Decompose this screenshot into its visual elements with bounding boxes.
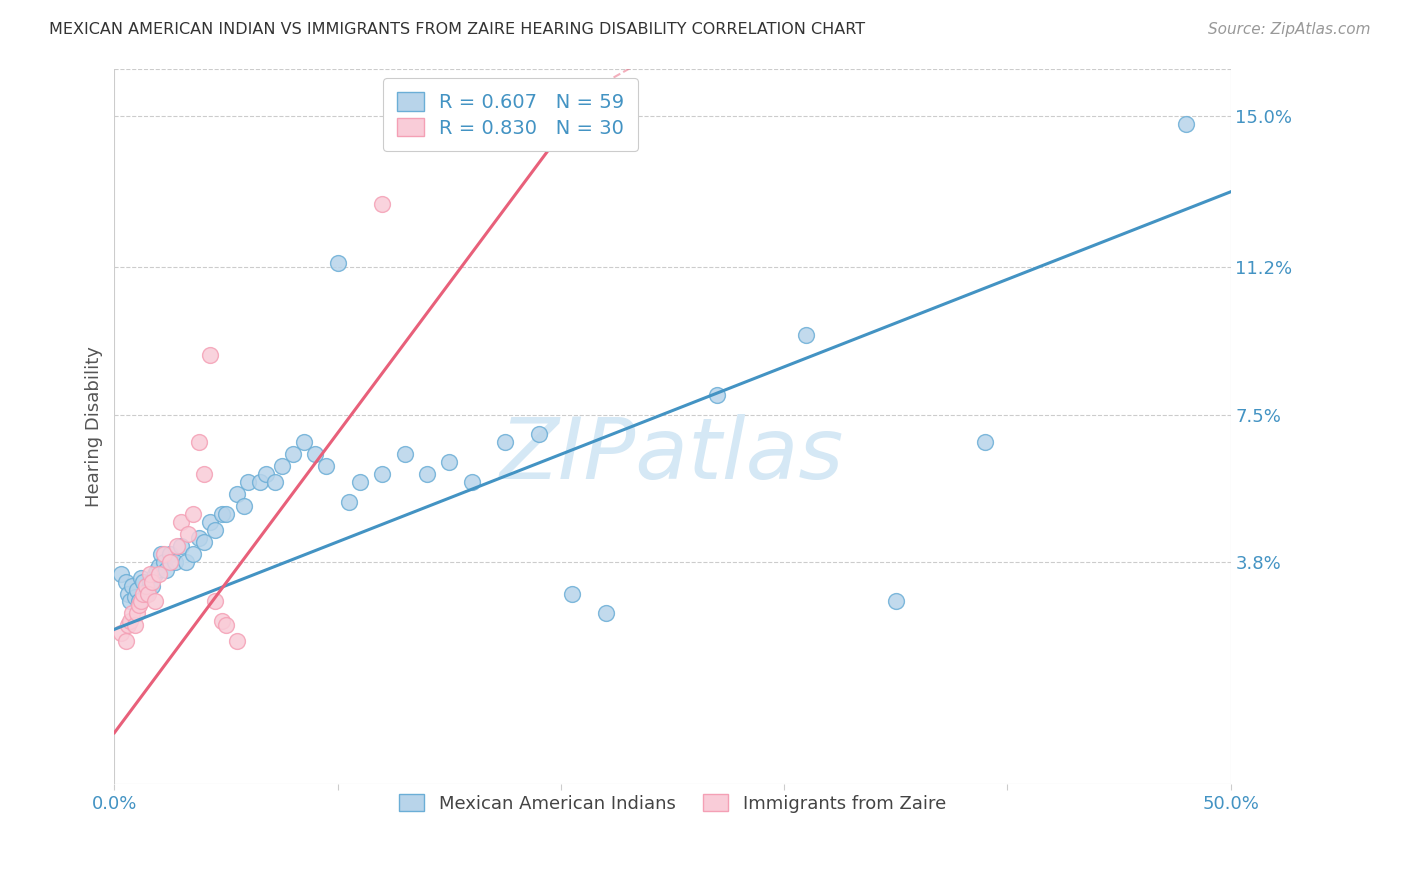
Point [193, 467, 215, 482]
Point [204, 594, 226, 608]
Point [254, 467, 277, 482]
Point [188, 531, 211, 545]
Point [215, 507, 238, 521]
Point [132, 586, 155, 600]
Point [527, 427, 550, 442]
Point [148, 558, 170, 573]
Point [371, 196, 394, 211]
Point [494, 435, 516, 450]
Point [460, 475, 482, 490]
Point [110, 566, 132, 581]
Point [121, 607, 143, 621]
Point [141, 578, 163, 592]
Point [232, 499, 254, 513]
Point [135, 586, 157, 600]
Point [114, 574, 136, 589]
Point [117, 586, 139, 600]
Point [181, 507, 204, 521]
Point [439, 455, 461, 469]
Point [118, 615, 141, 629]
Point [148, 566, 170, 581]
Point [124, 591, 146, 605]
Point [177, 526, 200, 541]
Point [181, 547, 204, 561]
Point [349, 475, 371, 490]
Legend: Mexican American Indians, Immigrants from Zaire: Mexican American Indians, Immigrants fro… [387, 781, 959, 825]
Point [211, 615, 233, 629]
Point [1174, 117, 1197, 131]
Point [125, 607, 148, 621]
Point [249, 475, 271, 490]
Point [595, 607, 617, 621]
Point [315, 459, 337, 474]
Point [146, 563, 169, 577]
Text: ZIPatlas: ZIPatlas [501, 414, 845, 497]
Point [884, 594, 907, 608]
Point [114, 634, 136, 648]
Point [128, 594, 150, 608]
Point [124, 618, 146, 632]
Point [226, 487, 249, 501]
Point [264, 475, 287, 490]
Point [371, 467, 394, 482]
Point [121, 578, 143, 592]
Point [974, 435, 997, 450]
Point [174, 555, 197, 569]
Point [706, 387, 728, 401]
Point [796, 328, 818, 343]
Point [561, 586, 583, 600]
Point [136, 586, 159, 600]
Point [128, 599, 150, 613]
Point [141, 574, 163, 589]
Point [204, 523, 226, 537]
Point [211, 507, 233, 521]
Point [110, 626, 132, 640]
Point [143, 566, 166, 581]
Point [139, 566, 162, 581]
Point [155, 563, 177, 577]
Y-axis label: Hearing Disability: Hearing Disability [86, 346, 103, 507]
Point [337, 495, 360, 509]
Point [292, 435, 315, 450]
Point [159, 547, 181, 561]
Point [226, 634, 249, 648]
Point [238, 475, 260, 490]
Text: Source: ZipAtlas.com: Source: ZipAtlas.com [1208, 22, 1371, 37]
Point [281, 447, 304, 461]
Point [129, 594, 152, 608]
Point [215, 618, 238, 632]
Point [170, 515, 193, 529]
Point [139, 574, 162, 589]
Text: MEXICAN AMERICAN INDIAN VS IMMIGRANTS FROM ZAIRE HEARING DISABILITY CORRELATION : MEXICAN AMERICAN INDIAN VS IMMIGRANTS FR… [49, 22, 865, 37]
Point [117, 618, 139, 632]
Point [200, 348, 222, 362]
Point [193, 534, 215, 549]
Point [129, 571, 152, 585]
Point [170, 539, 193, 553]
Point [166, 539, 188, 553]
Point [152, 555, 174, 569]
Point [135, 578, 157, 592]
Point [132, 574, 155, 589]
Point [270, 459, 292, 474]
Point [150, 547, 173, 561]
Point [416, 467, 439, 482]
Point [188, 435, 211, 450]
Point [159, 555, 181, 569]
Point [394, 447, 416, 461]
Point [125, 582, 148, 597]
Point [200, 515, 222, 529]
Point [136, 582, 159, 597]
Point [326, 256, 349, 270]
Point [152, 547, 174, 561]
Point [118, 594, 141, 608]
Point [163, 555, 186, 569]
Point [304, 447, 326, 461]
Point [143, 594, 166, 608]
